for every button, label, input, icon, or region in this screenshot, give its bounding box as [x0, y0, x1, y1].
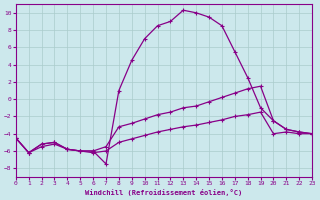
X-axis label: Windchill (Refroidissement éolien,°C): Windchill (Refroidissement éolien,°C) — [85, 189, 243, 196]
